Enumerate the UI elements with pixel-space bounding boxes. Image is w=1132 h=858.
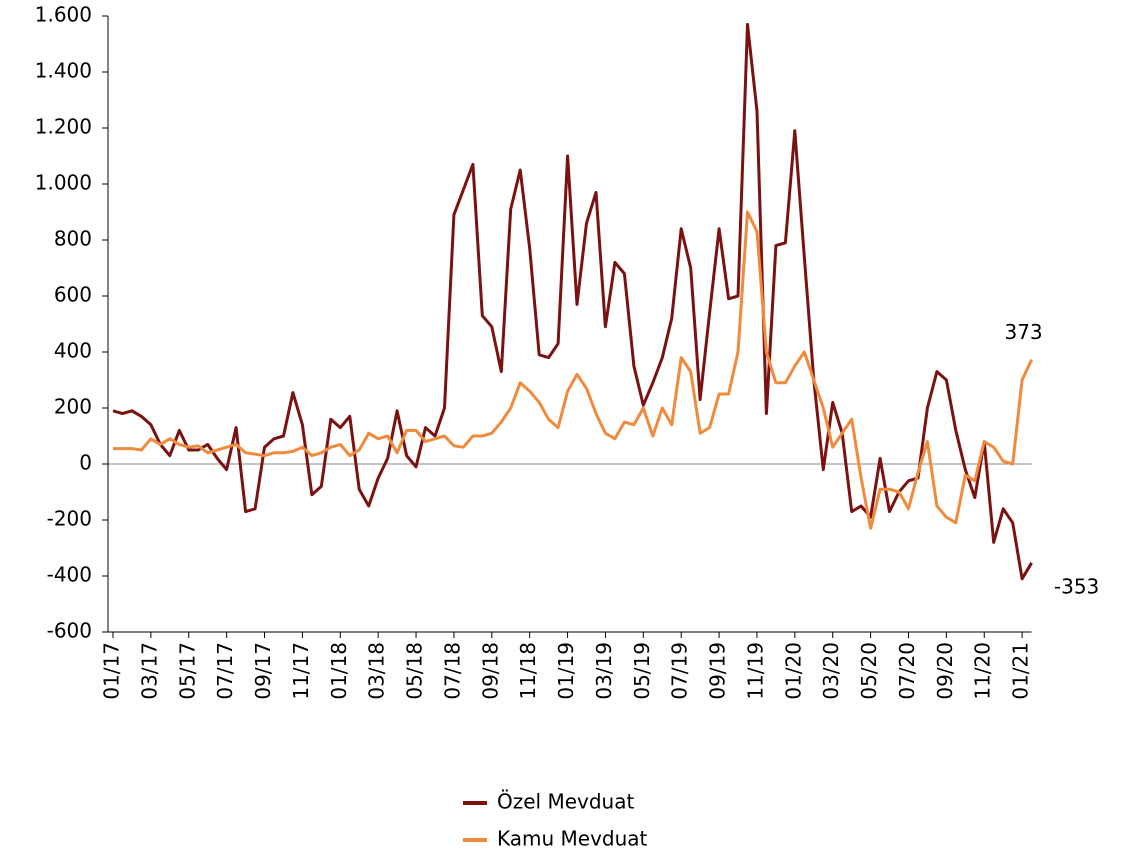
y-tick-label: 200 [54, 395, 92, 419]
x-tick-label: 01/20 [781, 642, 805, 700]
y-tick-label: -200 [47, 507, 92, 531]
y-tick-label: 1.200 [35, 115, 92, 139]
x-tick-label: 07/17 [213, 642, 237, 700]
series-line [112, 22, 1033, 581]
y-tick-label: -400 [47, 563, 92, 587]
data-label: 373 [1004, 320, 1042, 344]
y-tick-label: 1.400 [35, 59, 92, 83]
x-tick-label: 09/17 [251, 642, 275, 700]
x-tick-label: 11/17 [289, 642, 313, 700]
x-tick-label: 01/17 [100, 642, 124, 700]
x-tick-label: 03/20 [819, 642, 843, 700]
x-tick-label: 05/19 [630, 642, 654, 700]
x-tick-label: 01/18 [327, 642, 351, 700]
legend-label: Kamu Mevduat [497, 827, 648, 851]
x-tick-label: 03/17 [137, 642, 161, 700]
y-tick-label: 1.600 [35, 3, 92, 27]
x-tick-label: 09/19 [706, 642, 730, 700]
data-label: -353 [1054, 574, 1099, 598]
x-tick-label: 11/20 [971, 642, 995, 700]
y-tick-label: 1.000 [35, 171, 92, 195]
x-tick-label: 03/18 [365, 642, 389, 700]
x-tick-label: 01/19 [554, 642, 578, 700]
series-line [113, 210, 1033, 530]
x-tick-label: 03/19 [592, 642, 616, 700]
y-tick-label: 800 [54, 227, 92, 251]
legend-label: Özel Mevduat [497, 790, 634, 814]
x-tick-label: 01/21 [1009, 642, 1033, 700]
x-tick-label: 11/18 [516, 642, 540, 700]
x-tick-label: 11/19 [743, 642, 767, 700]
x-tick-label: 05/18 [403, 642, 427, 700]
x-tick-label: 07/20 [895, 642, 919, 700]
x-tick-label: 07/19 [668, 642, 692, 700]
y-tick-label: 0 [79, 451, 92, 475]
y-tick-label: 600 [54, 283, 92, 307]
x-tick-label: 07/18 [440, 642, 464, 700]
x-tick-label: 05/17 [175, 642, 199, 700]
x-tick-label: 05/20 [857, 642, 881, 700]
y-tick-label: -600 [47, 619, 92, 643]
x-tick-label: 09/18 [478, 642, 502, 700]
y-tick-label: 400 [54, 339, 92, 363]
x-tick-label: 09/20 [933, 642, 957, 700]
